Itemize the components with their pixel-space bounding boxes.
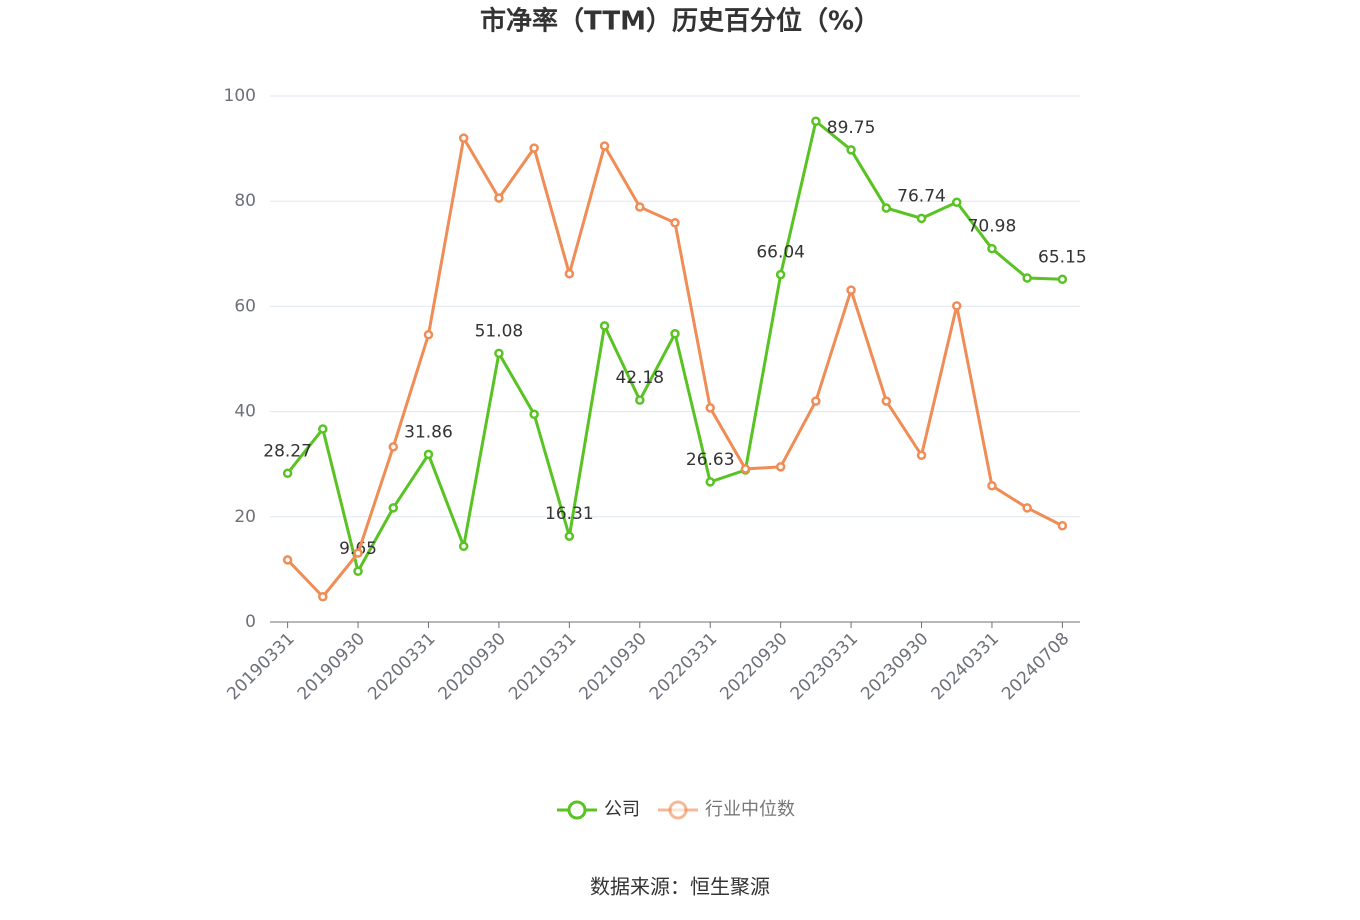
data-label: 42.18 (615, 368, 664, 388)
x-tick-label: 20210331 (505, 629, 580, 704)
y-tick-label: 80 (234, 191, 256, 211)
data-point (564, 269, 575, 279)
data-point (775, 462, 786, 472)
data-point (1057, 520, 1068, 531)
x-tick-label: 20210930 (576, 629, 651, 704)
x-tick-label: 20220331 (646, 629, 721, 704)
data-point (494, 348, 504, 359)
data-point (388, 503, 399, 513)
data-point (282, 468, 293, 479)
y-tick-label: 60 (234, 296, 256, 316)
data-point (353, 548, 363, 558)
data-point (670, 218, 680, 228)
data-point (635, 395, 645, 405)
data-point (353, 566, 363, 576)
data-point (1057, 274, 1068, 285)
data-point (740, 464, 751, 474)
x-tick-label: 20230331 (787, 629, 862, 704)
data-point (318, 424, 328, 434)
x-tick-label: 20190331 (223, 629, 298, 704)
data-point (1022, 503, 1032, 513)
x-tick-label: 20190930 (294, 629, 369, 704)
data-label: 51.08 (475, 321, 524, 341)
data-point (951, 197, 962, 208)
data-point (670, 329, 680, 339)
data-point (599, 141, 610, 151)
legend-label: 行业中位数 (705, 799, 795, 820)
data-point (318, 592, 328, 602)
data-point (494, 193, 504, 203)
legend-marker (668, 800, 688, 820)
y-tick-label: 20 (234, 507, 256, 527)
source-note: 数据来源：恒生聚源 (590, 875, 770, 899)
data-label: 66.04 (756, 243, 805, 263)
data-point (529, 143, 539, 153)
data-point (811, 396, 821, 406)
data-label: 65.15 (1038, 247, 1087, 267)
data-point (846, 145, 856, 155)
data-point (987, 481, 997, 491)
x-tick-label: 20200331 (364, 629, 439, 704)
data-point (916, 213, 927, 224)
data-point (564, 531, 575, 541)
data-point (846, 285, 856, 295)
data-point (282, 555, 293, 565)
x-tick-label: 20240708 (998, 629, 1073, 704)
data-point (458, 133, 469, 143)
data-point (916, 450, 927, 461)
data-point (1022, 273, 1032, 283)
y-tick-label: 0 (245, 612, 256, 632)
data-point (705, 403, 715, 413)
data-point (881, 396, 892, 406)
data-label: 16.31 (545, 504, 594, 524)
data-label: 70.98 (968, 217, 1017, 237)
data-point (423, 449, 434, 460)
data-point (599, 321, 610, 331)
data-point (987, 243, 997, 254)
data-point (423, 330, 434, 340)
data-point (775, 269, 786, 280)
x-tick-label: 20200930 (435, 629, 510, 704)
data-point (881, 203, 892, 213)
data-label: 31.86 (404, 422, 453, 442)
data-label: 28.27 (263, 441, 312, 461)
data-label: 26.63 (686, 450, 735, 470)
data-point (388, 442, 399, 452)
legend-marker (567, 800, 587, 820)
x-tick-label: 20220930 (716, 629, 791, 704)
legend-label: 公司 (604, 799, 640, 820)
y-tick-label: 100 (224, 86, 256, 106)
y-tick-label: 40 (234, 402, 256, 422)
data-label: 89.75 (827, 118, 876, 138)
x-tick-label: 20240331 (928, 629, 1003, 704)
chart-title: 市净率（TTM）历史百分位（%） (480, 6, 880, 37)
data-point (458, 541, 469, 552)
data-point (811, 116, 821, 126)
data-point (705, 477, 715, 487)
data-point (635, 202, 645, 212)
data-label: 76.74 (897, 186, 946, 206)
data-point (951, 301, 962, 311)
data-point (529, 409, 539, 419)
x-tick-label: 20230930 (857, 629, 932, 704)
